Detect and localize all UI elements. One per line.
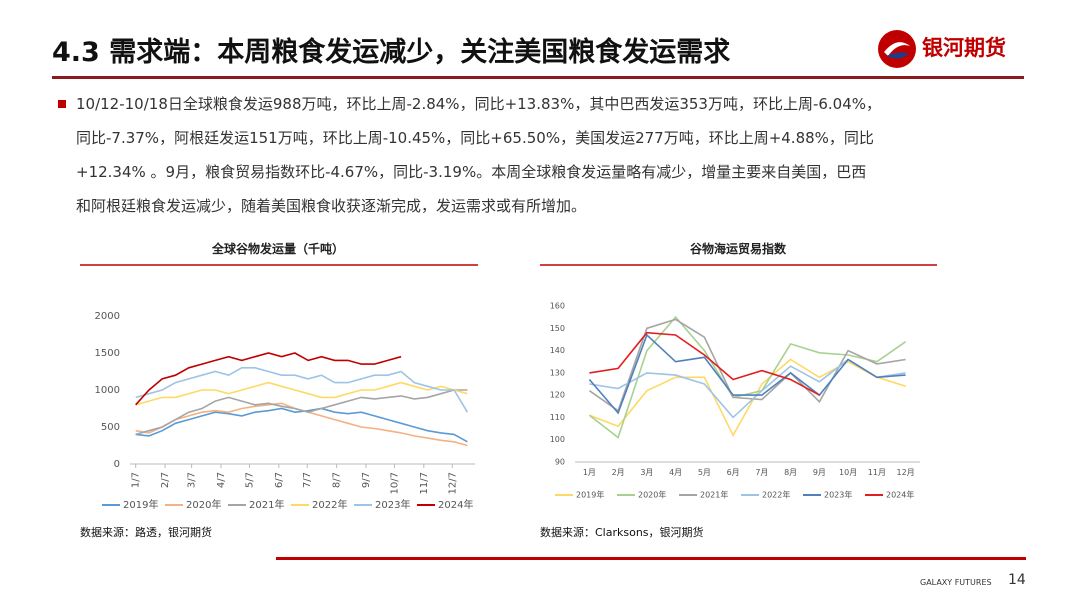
chart-title: 谷物海运贸易指数 xyxy=(690,241,787,256)
text-line: 同比-7.37%，阿根廷发运151万吨，环比上周-10.45%，同比+65.50… xyxy=(76,129,874,147)
legend-label: 2023年 xyxy=(824,490,852,500)
series-line xyxy=(135,352,402,406)
series-line xyxy=(588,333,906,415)
legend-label: 2022年 xyxy=(312,498,347,511)
x-tick-label: 10/7 xyxy=(389,472,400,494)
y-tick-label: 100 xyxy=(550,435,565,444)
legend-label: 2021年 xyxy=(249,498,284,511)
y-tick-label: 130 xyxy=(550,368,565,377)
legend-label: 2020年 xyxy=(638,490,666,500)
y-tick-label: 110 xyxy=(550,413,565,422)
x-tick-label: 4/7 xyxy=(216,472,227,488)
x-tick-label: 6/7 xyxy=(274,472,285,488)
page-number: 14 xyxy=(1008,572,1026,588)
x-tick-label: 1月 xyxy=(583,468,596,477)
source-note: 数据来源：Clarksons，银河期货 xyxy=(540,525,704,539)
series-line xyxy=(135,381,468,406)
bullet-marker xyxy=(58,100,66,108)
x-tick-label: 2/7 xyxy=(160,472,171,488)
series-line xyxy=(135,389,468,436)
header-rule xyxy=(52,76,1024,79)
slide-title: 4.3 需求端：本周粮食发运减少，关注美国粮食发运需求 xyxy=(52,37,731,68)
y-tick-label: 90 xyxy=(555,458,565,467)
x-tick-label: 6月 xyxy=(727,468,740,477)
y-tick-label: 150 xyxy=(550,324,565,333)
x-tick-label: 4月 xyxy=(669,468,682,477)
series-line xyxy=(588,318,906,412)
series-line xyxy=(589,358,906,438)
legend-label: 2022年 xyxy=(762,490,790,500)
text-line: 10/12-10/18日全球粮食发运988万吨，环比上周-2.84%，同比+13… xyxy=(76,95,882,113)
legend-label: 2024年 xyxy=(886,490,914,500)
text-line: 和阿根廷粮食发运减少，随着美国粮食收获逐渐完成，发运需求或有所增加。 xyxy=(76,197,587,215)
chart-title: 全球谷物发运量（千吨） xyxy=(211,241,344,256)
legend-label: 2019年 xyxy=(123,498,158,511)
x-tick-label: 5/7 xyxy=(244,472,255,488)
y-tick-label: 500 xyxy=(101,422,120,433)
x-tick-label: 11/7 xyxy=(419,472,430,494)
series-line xyxy=(135,407,468,443)
y-tick-label: 1000 xyxy=(95,385,120,396)
source-note: 数据来源：路透，银河期货 xyxy=(80,525,212,539)
series-line xyxy=(589,331,820,396)
x-tick-label: 9月 xyxy=(813,468,826,477)
x-tick-label: 11月 xyxy=(868,468,886,477)
x-tick-label: 12/7 xyxy=(447,472,458,494)
logo-icon xyxy=(878,30,916,68)
x-tick-label: 7/7 xyxy=(302,472,313,488)
footer-rule xyxy=(276,557,1026,560)
bullet-text: 10/12-10/18日全球粮食发运988万吨，环比上周-2.84%，同比+13… xyxy=(76,87,881,223)
x-tick-label: 1/7 xyxy=(131,472,142,488)
x-tick-label: 10月 xyxy=(839,468,857,477)
y-tick-label: 2000 xyxy=(95,311,120,322)
y-tick-label: 120 xyxy=(550,391,565,400)
x-tick-label: 3月 xyxy=(640,468,653,477)
x-tick-label: 9/7 xyxy=(361,472,372,488)
y-tick-label: 0 xyxy=(114,459,120,470)
x-tick-label: 7月 xyxy=(755,468,768,477)
legend-label: 2021年 xyxy=(700,490,728,500)
x-tick-label: 3/7 xyxy=(187,472,198,488)
legend-label: 2020年 xyxy=(186,498,221,511)
x-tick-label: 2月 xyxy=(612,468,625,477)
legend-label: 2024年 xyxy=(438,498,473,511)
footer-company: GALAXY FUTURES xyxy=(920,578,992,587)
y-tick-label: 140 xyxy=(550,346,565,355)
x-tick-label: 12月 xyxy=(897,468,915,477)
series-line xyxy=(135,367,469,413)
legend-label: 2019年 xyxy=(576,490,604,500)
series-line xyxy=(588,315,907,439)
legend-label: 2023年 xyxy=(375,498,410,511)
y-tick-label: 1500 xyxy=(95,348,120,359)
y-tick-label: 160 xyxy=(550,302,565,311)
text-line: +12.34% 。9月，粮食贸易指数环比-4.67%，同比-3.19%。本周全球… xyxy=(76,163,867,181)
x-tick-label: 8/7 xyxy=(332,472,343,488)
x-tick-label: 5月 xyxy=(698,468,711,477)
logo-text: 银河期货 xyxy=(922,36,1006,60)
x-tick-label: 8月 xyxy=(784,468,797,477)
